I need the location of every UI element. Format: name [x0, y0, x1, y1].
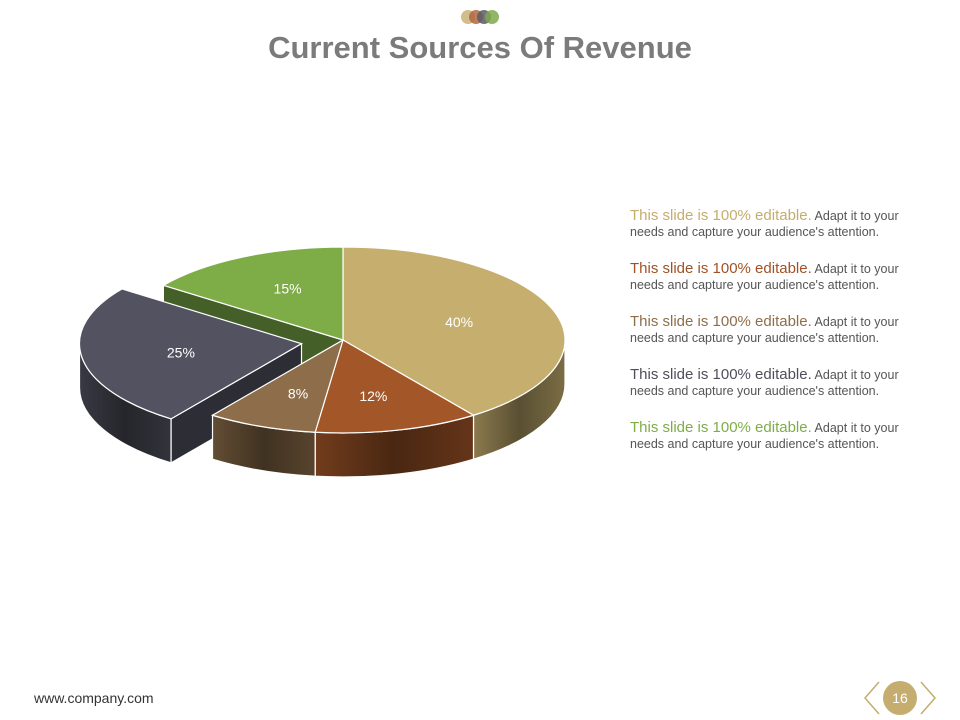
note-text: Adapt it to your needs and capture your … [630, 315, 899, 345]
note-text: Adapt it to your needs and capture your … [630, 368, 899, 398]
note-lead: This slide is 100% editable. [630, 260, 812, 277]
pie-slice [211, 338, 345, 433]
pie-data-label: 15% [274, 281, 302, 297]
next-slide-icon[interactable] [918, 680, 938, 716]
previous-slide-icon[interactable] [862, 680, 882, 716]
pie-chart: 40% 12% 8% 25% 15% [80, 246, 566, 478]
pie-slice [342, 246, 566, 416]
logo-dots [461, 10, 499, 24]
page-number: 16 [883, 681, 917, 715]
note-lead: This slide is 100% editable. [630, 207, 812, 224]
note-text: Adapt it to your needs and capture your … [630, 262, 899, 292]
note-text: Adapt it to your needs and capture your … [630, 209, 899, 239]
note-text: Adapt it to your needs and capture your … [630, 421, 899, 451]
note-item: This slide is 100% editable. Adapt it to… [630, 367, 930, 399]
note-lead: This slide is 100% editable. [630, 313, 812, 330]
footer-url: www.company.com [34, 690, 154, 706]
note-item: This slide is 100% editable. Adapt it to… [630, 208, 930, 240]
pie-data-label: 40% [445, 314, 473, 330]
logo-dot [485, 10, 499, 24]
pie-data-label: 25% [167, 345, 195, 361]
pie-slice [80, 288, 304, 420]
pie-slice [314, 339, 475, 434]
pie-data-label: 8% [288, 386, 308, 402]
pie-slice [161, 246, 344, 341]
note-lead: This slide is 100% editable. [630, 366, 812, 383]
page-title: Current Sources Of Revenue [268, 30, 692, 65]
note-item: This slide is 100% editable. Adapt it to… [630, 261, 930, 293]
note-lead: This slide is 100% editable. [630, 419, 812, 436]
slide-navigation: 16 [862, 680, 938, 716]
note-item: This slide is 100% editable. Adapt it to… [630, 314, 930, 346]
pie-data-label: 12% [359, 388, 387, 404]
note-item: This slide is 100% editable. Adapt it to… [630, 420, 930, 452]
notes-list: This slide is 100% editable. Adapt it to… [630, 208, 930, 473]
